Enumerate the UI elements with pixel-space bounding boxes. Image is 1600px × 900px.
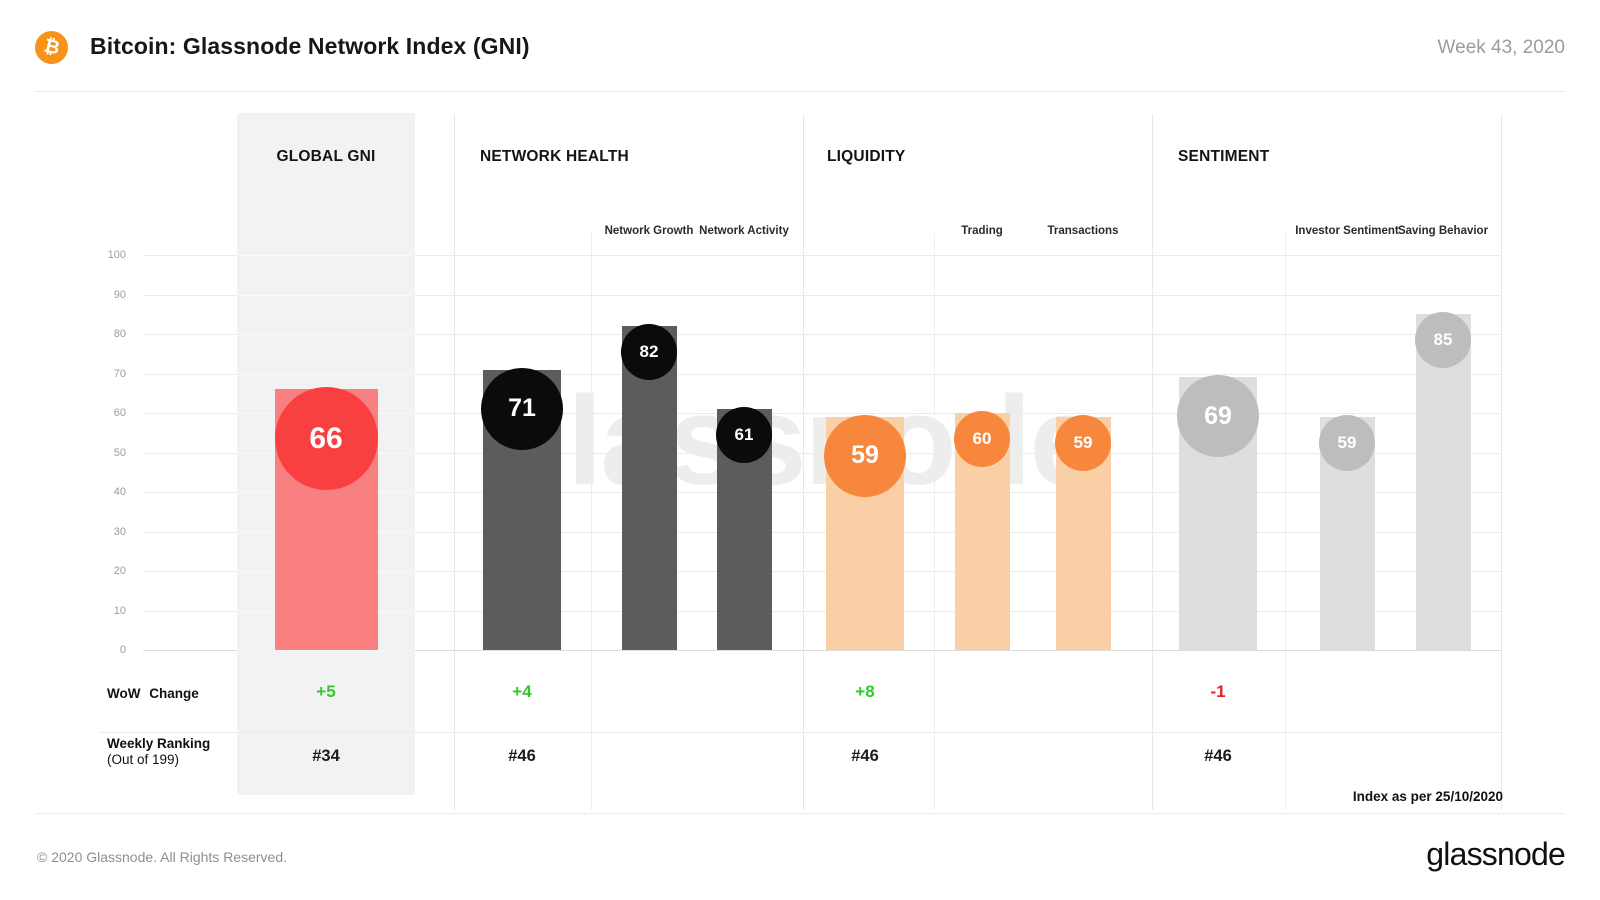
value-bubble-sentiment: 69	[1177, 375, 1259, 458]
axis-tick-label-10: 10	[113, 604, 126, 617]
gridline-90	[143, 294, 1501, 296]
glassnode-logo: glassnode	[1426, 836, 1566, 872]
panel-gridline-0	[237, 650, 415, 651]
panel-gridline-70	[237, 373, 415, 375]
panel-gridline-80	[237, 334, 415, 335]
gridline-100	[143, 255, 1501, 256]
index-date-note: Index as per 25/10/2020	[1352, 789, 1503, 804]
axis-tick-label-80: 80	[113, 328, 126, 340]
gridline-80	[143, 334, 1501, 335]
page-title: Bitcoin: Glassnode Network Index (GNI)	[90, 33, 530, 59]
gridline-10	[143, 610, 1501, 612]
axis-tick-label-90: 90	[113, 288, 126, 301]
value-bubble-transactions: 59	[1055, 414, 1111, 471]
panel-gridline-100	[237, 255, 415, 256]
axis-tick-label-70: 70	[113, 367, 126, 380]
axis-tick-label-50: 50	[113, 446, 126, 459]
column-divider	[803, 114, 804, 810]
wow-value-global-gni: +5	[316, 682, 336, 701]
section-title-network-health: NETWORK HEALTH	[480, 148, 629, 165]
column-divider	[454, 114, 455, 810]
wow-value-sentiment: -1	[1210, 682, 1226, 701]
value-bubble-liquidity: 59	[824, 414, 906, 497]
value-bubble-investor-sentiment: 59	[1319, 414, 1375, 471]
ranking-value-sentiment: #46	[1204, 747, 1232, 765]
wow-change-row-label: WoW Change	[107, 686, 199, 701]
bar-network-growth	[621, 326, 677, 650]
sublabel-transactions: Transactions	[1047, 225, 1119, 237]
section-title-global-gni: GLOBAL GNI	[276, 148, 376, 165]
gridline-40	[143, 492, 1501, 493]
gridline-0	[143, 650, 1501, 651]
value-bubble-global-gni: 66	[274, 387, 378, 491]
weekly-ranking-label-line1: Weekly Ranking	[107, 736, 211, 751]
axis-tick-label-100: 100	[107, 249, 126, 261]
value-bubble-network-growth: 82	[621, 324, 677, 381]
subcolumn-divider	[934, 233, 935, 810]
axis-tick-label-20: 20	[113, 565, 126, 577]
footer-divider	[35, 813, 1565, 814]
weekly-ranking-label-line2: (Out of 199)	[107, 752, 180, 767]
wow-value-liquidity: +8	[855, 682, 875, 701]
column-divider	[1501, 114, 1502, 810]
sublabel-network-activity: Network Activity	[699, 225, 789, 237]
section-title-sentiment: SENTIMENT	[1178, 148, 1270, 165]
gridline-20	[143, 571, 1501, 572]
week-label: Week 43, 2020	[1437, 37, 1565, 58]
value-bubble-saving-behavior: 85	[1415, 312, 1471, 369]
wow-value-network-health: +4	[512, 682, 532, 701]
axis-tick-label-40: 40	[113, 486, 126, 498]
section-title-liquidity: LIQUIDITY	[827, 148, 906, 165]
sublabel-network-growth: Network Growth	[604, 225, 694, 237]
axis-tick-label-0: 0	[119, 644, 126, 656]
axis-tick-label-60: 60	[113, 407, 126, 419]
ranking-value-liquidity: #46	[851, 747, 879, 765]
gridline-30	[143, 531, 1501, 533]
copyright-text: © 2020 Glassnode. All Rights Reserved.	[37, 849, 288, 865]
bitcoin-icon: ₿	[35, 31, 68, 64]
value-bubble-trading: 60	[954, 411, 1010, 467]
sublabel-trading: Trading	[961, 225, 1003, 237]
gridline-70	[143, 373, 1501, 375]
ranking-value-network-health: #46	[508, 747, 536, 765]
value-bubble-network-health: 71	[481, 367, 563, 450]
value-bubble-network-activity: 61	[716, 407, 772, 464]
bar-saving-behavior	[1415, 314, 1471, 650]
column-divider	[1152, 114, 1153, 810]
ranking-value-global-gni: #34	[312, 747, 340, 765]
sublabel-investor-sentiment: Investor Sentiment	[1295, 225, 1399, 237]
panel-gridline-90	[237, 294, 415, 296]
bitcoin-glyph: ₿	[41, 34, 62, 60]
weekly-ranking-row-label: Weekly Ranking (Out of 199)	[107, 736, 210, 768]
subcolumn-divider	[1285, 233, 1286, 810]
row-divider	[100, 732, 1501, 733]
gridline-60	[143, 413, 1501, 414]
subcolumn-divider	[591, 233, 592, 810]
header-divider	[35, 91, 1565, 92]
sublabel-saving-behavior: Saving Behavior	[1397, 225, 1489, 237]
gridline-50	[143, 452, 1501, 454]
axis-tick-label-30: 30	[113, 525, 126, 538]
